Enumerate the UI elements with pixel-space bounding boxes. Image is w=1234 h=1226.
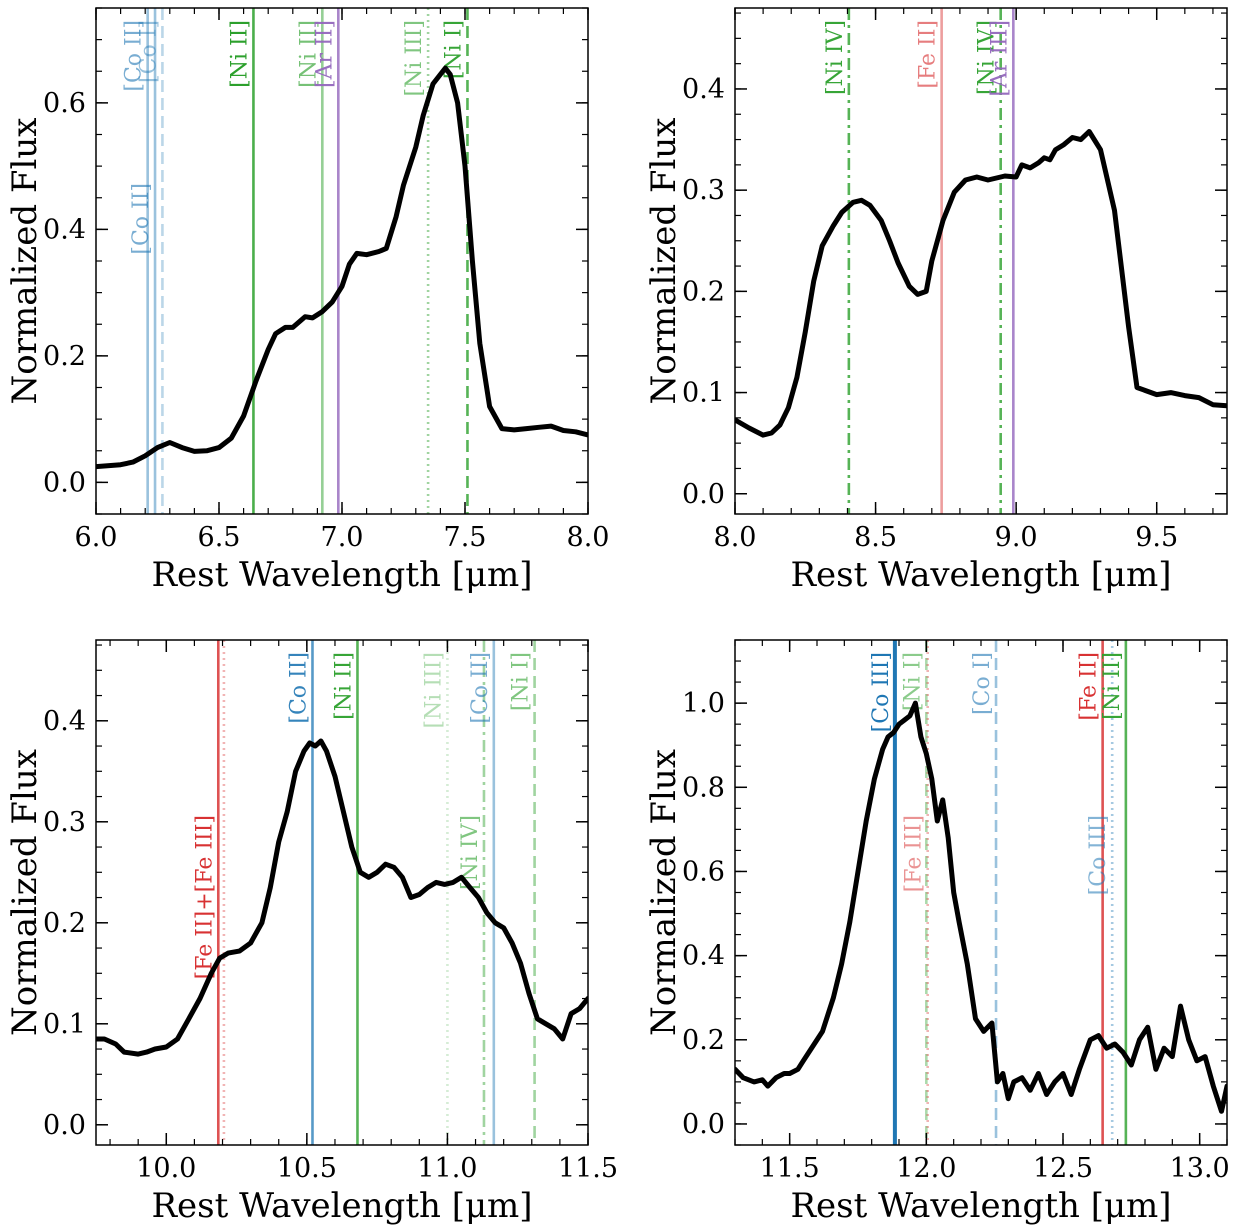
spectrum-line [96, 738, 588, 1057]
emission-line-label: [Ar II] [312, 20, 337, 88]
plot-frame [95, 7, 589, 515]
chart-panel-top-right: [Ni IV] [Fe II] [Ni IV][Ar III]8.0 8.5 9.0 9.… [644, 7, 1228, 595]
y-tick-label: 0.4 [43, 706, 86, 737]
x-tick-label: 11.5 [760, 1153, 820, 1184]
x-tick-label: 8.0 [567, 522, 610, 553]
y-tick-label: 0.0 [43, 1110, 86, 1141]
y-tick-label: 0.3 [682, 175, 725, 206]
x-tick-label: 8.5 [854, 522, 897, 553]
y-tick-label: 0.1 [682, 378, 725, 409]
y-tick-label: 0.2 [682, 1025, 725, 1056]
y-axis-label: Normalized Flux [644, 749, 684, 1036]
x-tick-label: 9.5 [1135, 522, 1178, 553]
spectrum-line [735, 129, 1227, 438]
x-tick-label: 10.0 [136, 1153, 196, 1184]
emission-line-label: [Ni IV] [823, 20, 848, 95]
y-tick-label: 0.4 [43, 214, 86, 245]
plot-frame [95, 639, 589, 1146]
emission-line-label: [Co II] [468, 652, 493, 724]
chart-panel-bottom-left: [Fe II]+[Fe III] [Co II] [Ni II] [Ni III] [N… [5, 639, 618, 1226]
y-tick-label: 0.2 [682, 276, 725, 307]
y-tick-label: 0.0 [682, 479, 725, 510]
x-tick-label: 7.5 [444, 522, 487, 553]
emission-line-label: [Co II] [122, 20, 147, 92]
plot-frame [734, 7, 1228, 515]
x-axis-label: Rest Wavelength [μm] [151, 1186, 532, 1226]
emission-line-label: [Ni III] [421, 652, 446, 729]
x-tick-label: 10.5 [277, 1153, 337, 1184]
x-tick-label: 7.0 [321, 522, 364, 553]
x-tick-label: 11.5 [558, 1153, 618, 1184]
x-tick-label: 6.0 [75, 522, 118, 553]
x-tick-label: 12.5 [1033, 1153, 1093, 1184]
y-tick-label: 0.4 [682, 941, 725, 972]
y-tick-label: 0.2 [43, 341, 86, 372]
y-tick-label: 0.0 [682, 1109, 725, 1140]
y-axis-label: Normalized Flux [5, 118, 45, 405]
emission-line-label: [Fe II]+[Fe III] [192, 815, 217, 979]
emission-line-label: [Ni I] [509, 652, 534, 711]
emission-line-label: [Co I] [970, 652, 995, 715]
x-axis-label: Rest Wavelength [μm] [151, 555, 532, 595]
x-tick-label: 13.0 [1170, 1153, 1230, 1184]
y-tick-label: 0.0 [43, 467, 86, 498]
emission-line-label: [Ni IV] [975, 20, 1000, 95]
emission-line-label: [Co I] [136, 20, 161, 83]
chart-panel-bottom-right: [Co III] [Ni I][Fe III][Co I] [Fe II][Co I… [644, 639, 1230, 1226]
emission-line-label: [Ni II] [331, 652, 356, 720]
spectrum-line [735, 700, 1227, 1114]
y-tick-label: 0.3 [43, 807, 86, 838]
y-tick-label: 1.0 [682, 688, 725, 719]
emission-line-label: [Ni II] [296, 20, 321, 88]
spectrum-line [96, 65, 588, 470]
x-axis-label: Rest Wavelength [μm] [790, 555, 1171, 595]
y-tick-label: 0.2 [43, 908, 86, 939]
emission-lines [847, 8, 1015, 514]
y-tick-label: 0.4 [682, 74, 725, 105]
emission-lines [216, 640, 536, 1145]
emission-lines [892, 640, 1128, 1145]
x-tick-label: 8.0 [714, 522, 757, 553]
emission-line-label: [Ni I] [900, 652, 925, 711]
x-tick-label: 9.0 [995, 522, 1038, 553]
emission-line-label: [Co III] [1086, 815, 1111, 895]
emission-line-label: [Fe II] [916, 20, 941, 89]
emission-line-label: [Ni II] [227, 20, 252, 88]
emission-line-label: [Ni III] [402, 20, 427, 97]
emission-line-label: [Fe II] [1077, 652, 1102, 721]
y-tick-label: 0.6 [43, 88, 86, 119]
emission-line-label: [Co II] [129, 183, 154, 255]
y-axis-label: Normalized Flux [5, 749, 45, 1036]
y-tick-label: 0.6 [682, 856, 725, 887]
emission-line-label: [Ar III] [987, 20, 1012, 97]
y-axis-label: Normalized Flux [644, 118, 684, 405]
emission-line-label: [Fe III] [902, 815, 927, 892]
chart-panel-top-left: [Co II][Co II][Co I] [Ni II] [Ni II][Ar II… [5, 7, 610, 595]
x-tick-label: 6.5 [198, 522, 241, 553]
emission-line-label: [Co II] [286, 652, 311, 724]
y-tick-label: 0.8 [682, 772, 725, 803]
emission-lines [146, 8, 469, 514]
emission-line-label: [Ni II] [1100, 652, 1125, 720]
x-tick-label: 11.0 [417, 1153, 477, 1184]
emission-line-label: [Co III] [869, 652, 894, 732]
x-tick-label: 12.0 [896, 1153, 956, 1184]
x-axis-label: Rest Wavelength [μm] [790, 1186, 1171, 1226]
y-tick-label: 0.1 [43, 1009, 86, 1040]
